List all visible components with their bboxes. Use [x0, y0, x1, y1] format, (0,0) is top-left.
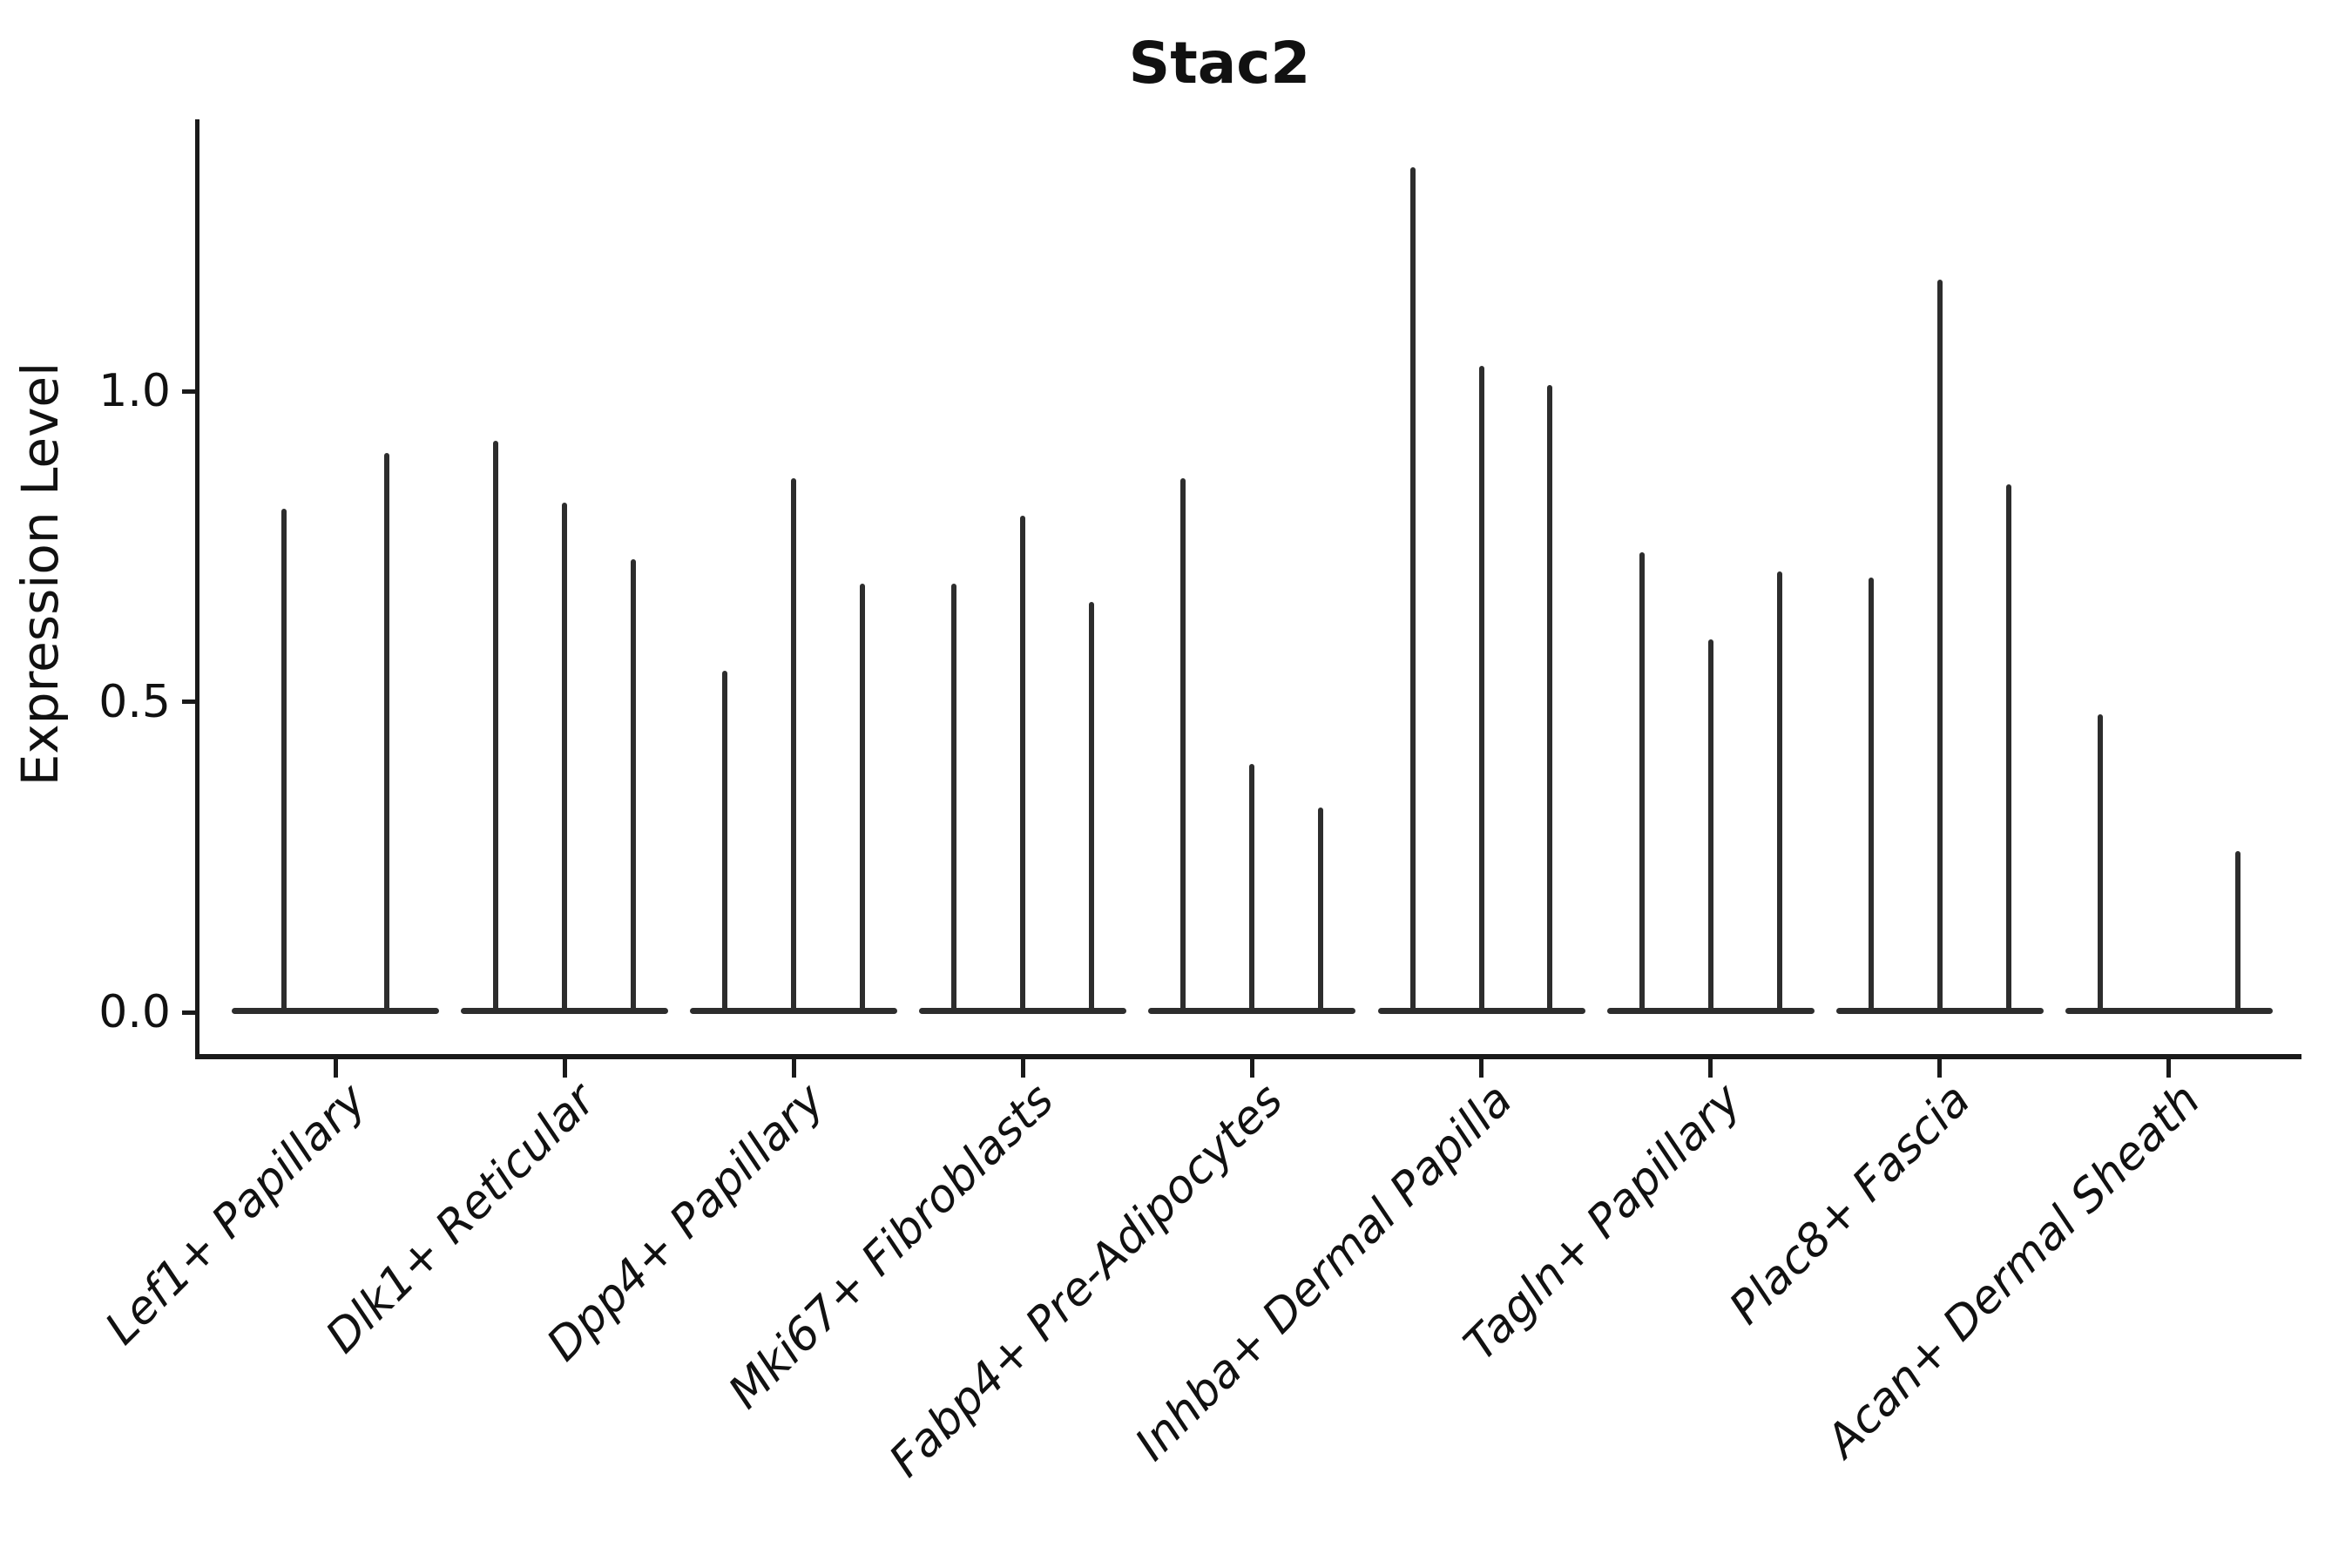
- violin-spike: [722, 670, 728, 1010]
- y-axis-spine: [195, 119, 199, 1058]
- x-tick-mark: [1937, 1058, 1943, 1078]
- violin-spike: [1707, 639, 1713, 1010]
- violin-spike: [1409, 167, 1416, 1010]
- violin-spike: [791, 477, 797, 1010]
- violin-spike: [2097, 713, 2103, 1010]
- x-tick-mark: [1249, 1058, 1254, 1078]
- x-tick-label: Plac8+ Fascia: [1720, 1073, 1981, 1335]
- x-tick-label: Fabp4+ Pre-Adipocytes: [880, 1073, 1294, 1488]
- violin-base: [919, 1008, 1127, 1014]
- x-tick-mark: [1020, 1058, 1025, 1078]
- y-tick-mark: [182, 1010, 196, 1015]
- x-tick-mark: [333, 1058, 338, 1078]
- violin-spike: [1020, 515, 1026, 1010]
- x-axis-spine: [195, 1054, 2301, 1059]
- chart-title: Stac2: [1128, 30, 1311, 97]
- violin-base: [461, 1008, 669, 1014]
- violin-base: [1835, 1008, 2044, 1014]
- violin-spike: [860, 584, 866, 1010]
- x-tick-label: Acan+ Dermal Sheath: [1816, 1073, 2211, 1468]
- violin-spike: [1318, 807, 1324, 1010]
- violin-base: [232, 1008, 439, 1014]
- y-tick-mark: [182, 389, 196, 394]
- violin-spike: [1249, 763, 1255, 1010]
- violin-spike: [2234, 850, 2240, 1010]
- violin-base: [1148, 1008, 1356, 1014]
- violin-base: [1377, 1008, 1585, 1014]
- violin-spike: [1639, 552, 1645, 1010]
- x-tick-mark: [562, 1058, 567, 1078]
- x-tick-label: Inhba+ Dermal Papilla: [1125, 1073, 1523, 1471]
- violin-spike: [280, 509, 287, 1010]
- violin-base: [1606, 1008, 1815, 1014]
- y-tick-mark: [182, 700, 196, 704]
- violin-base: [690, 1008, 898, 1014]
- violin-spike: [2005, 483, 2011, 1010]
- x-tick-mark: [2166, 1058, 2172, 1078]
- violin-spike: [562, 503, 568, 1010]
- violin-spike: [493, 441, 499, 1010]
- violin-spike: [1868, 577, 1874, 1010]
- violin-spike: [1089, 602, 1095, 1010]
- violin-spike: [1776, 571, 1782, 1010]
- x-tick-mark: [1479, 1058, 1484, 1078]
- violin-base: [2065, 1008, 2273, 1014]
- violin-spike: [1936, 279, 1943, 1010]
- violin-spike: [1180, 477, 1186, 1010]
- violin-spike: [631, 558, 637, 1010]
- x-tick-mark: [1708, 1058, 1713, 1078]
- violin-spike: [384, 453, 390, 1010]
- y-tick-label: 0.5: [98, 675, 171, 728]
- violin-spike: [1547, 384, 1553, 1010]
- y-tick-label: 0.0: [98, 986, 171, 1038]
- violin-spike: [951, 584, 957, 1010]
- y-tick-label: 1.0: [98, 365, 171, 417]
- x-tick-mark: [791, 1058, 796, 1078]
- violin-spike: [1478, 366, 1484, 1010]
